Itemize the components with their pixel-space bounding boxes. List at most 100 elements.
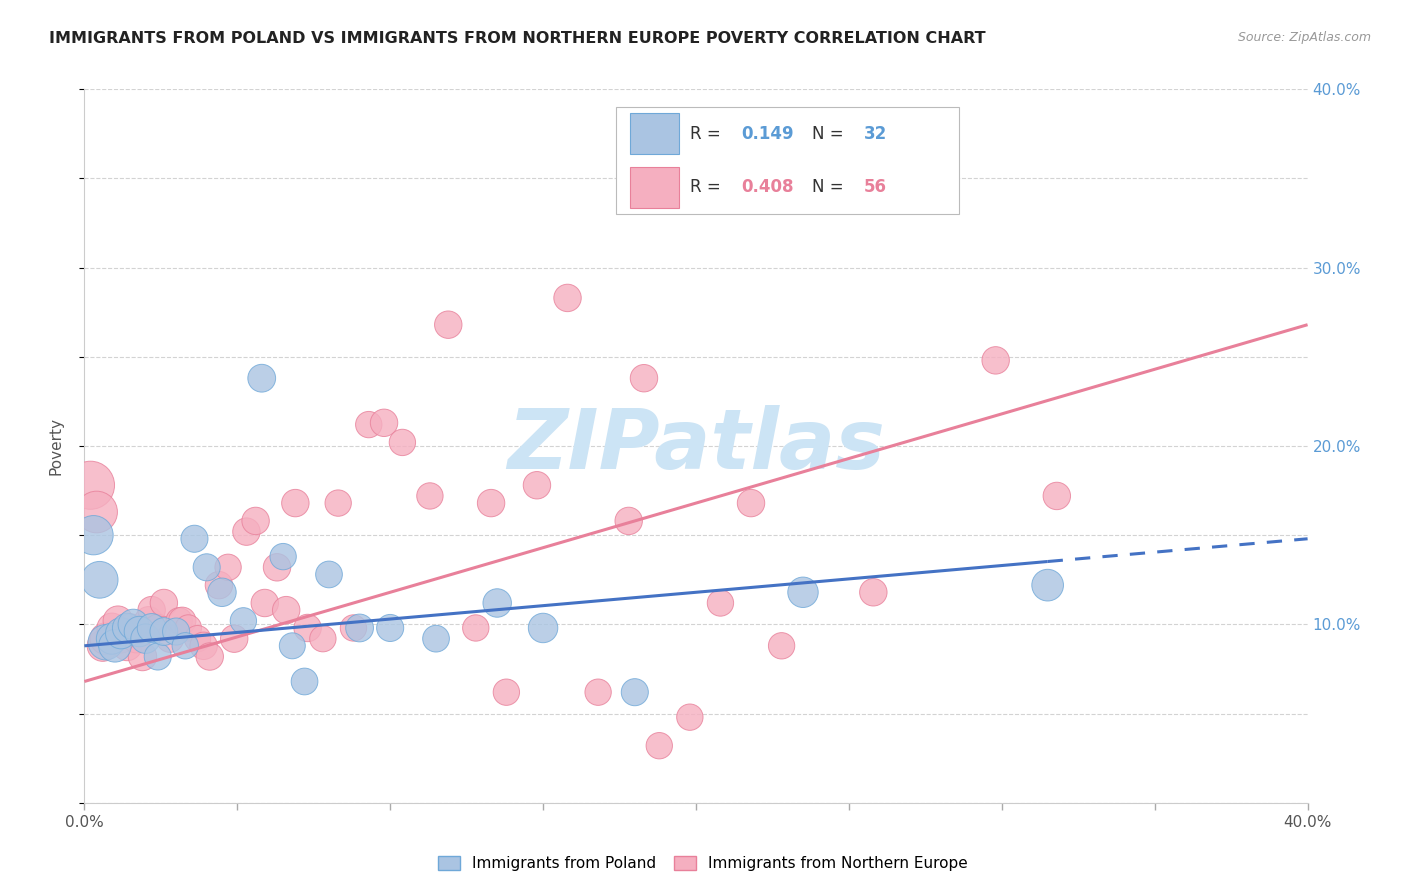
Point: [232, 614, 254, 628]
Point: [437, 318, 460, 332]
Point: [284, 496, 307, 510]
Point: [297, 621, 319, 635]
Point: [380, 621, 402, 635]
Point: [177, 621, 200, 635]
Point: [183, 532, 205, 546]
Text: R =: R =: [690, 125, 725, 143]
Point: [271, 549, 294, 564]
Point: [349, 621, 371, 635]
Text: N =: N =: [813, 178, 849, 196]
Point: [89, 573, 111, 587]
Point: [862, 585, 884, 599]
Point: [83, 528, 105, 542]
Point: [94, 635, 117, 649]
Point: [391, 435, 413, 450]
Point: [709, 596, 731, 610]
Text: ZIPatlas: ZIPatlas: [508, 406, 884, 486]
Point: [153, 596, 176, 610]
Point: [135, 632, 157, 646]
Point: [165, 624, 187, 639]
FancyBboxPatch shape: [616, 107, 959, 214]
Point: [101, 632, 124, 646]
Point: [586, 685, 609, 699]
Point: [198, 649, 221, 664]
Point: [186, 632, 208, 646]
Point: [159, 632, 181, 646]
Point: [193, 639, 215, 653]
Point: [495, 685, 517, 699]
Point: [281, 639, 304, 653]
Point: [131, 649, 153, 664]
Point: [141, 621, 163, 635]
Point: [464, 621, 486, 635]
Point: [633, 371, 655, 385]
Point: [153, 624, 176, 639]
Point: [217, 560, 239, 574]
Point: [86, 505, 108, 519]
Point: [342, 621, 364, 635]
Point: [120, 621, 142, 635]
Point: [94, 632, 117, 646]
Point: [245, 514, 267, 528]
Text: 32: 32: [863, 125, 887, 143]
Point: [373, 416, 395, 430]
Point: [107, 614, 129, 628]
Point: [224, 632, 246, 646]
Point: [91, 639, 114, 653]
Point: [195, 560, 218, 574]
Point: [984, 353, 1007, 368]
Point: [115, 639, 138, 653]
Point: [312, 632, 335, 646]
Text: N =: N =: [813, 125, 849, 143]
Point: [679, 710, 702, 724]
Point: [104, 639, 127, 653]
Point: [146, 649, 169, 664]
Point: [110, 632, 132, 646]
Point: [648, 739, 671, 753]
Point: [1036, 578, 1059, 592]
Point: [253, 596, 276, 610]
Text: Source: ZipAtlas.com: Source: ZipAtlas.com: [1237, 31, 1371, 45]
Point: [479, 496, 502, 510]
Point: [266, 560, 288, 574]
Point: [141, 603, 163, 617]
Point: [294, 674, 316, 689]
Point: [486, 596, 509, 610]
Point: [250, 371, 273, 385]
Point: [138, 614, 160, 628]
Point: [526, 478, 548, 492]
Point: [425, 632, 447, 646]
Point: [125, 632, 148, 646]
Point: [172, 614, 194, 628]
Point: [624, 685, 647, 699]
Y-axis label: Poverty: Poverty: [49, 417, 63, 475]
FancyBboxPatch shape: [630, 113, 679, 154]
Point: [101, 621, 124, 635]
Point: [276, 603, 298, 617]
Point: [419, 489, 441, 503]
Point: [235, 524, 257, 539]
FancyBboxPatch shape: [630, 167, 679, 208]
Point: [357, 417, 380, 432]
Legend: Immigrants from Poland, Immigrants from Northern Europe: Immigrants from Poland, Immigrants from …: [432, 849, 974, 877]
Text: 0.408: 0.408: [741, 178, 794, 196]
Text: 56: 56: [863, 178, 887, 196]
Point: [79, 478, 101, 492]
Point: [1046, 489, 1069, 503]
Point: [146, 621, 169, 635]
Point: [167, 614, 190, 628]
Point: [208, 578, 231, 592]
Point: [128, 624, 150, 639]
Text: R =: R =: [690, 178, 725, 196]
Point: [740, 496, 762, 510]
Point: [531, 621, 554, 635]
Text: IMMIGRANTS FROM POLAND VS IMMIGRANTS FROM NORTHERN EUROPE POVERTY CORRELATION CH: IMMIGRANTS FROM POLAND VS IMMIGRANTS FRO…: [49, 31, 986, 46]
Point: [122, 617, 145, 632]
Point: [115, 621, 138, 635]
Point: [174, 639, 197, 653]
Point: [770, 639, 793, 653]
Text: 0.149: 0.149: [741, 125, 794, 143]
Point: [211, 585, 233, 599]
Point: [792, 585, 814, 599]
Point: [557, 291, 579, 305]
